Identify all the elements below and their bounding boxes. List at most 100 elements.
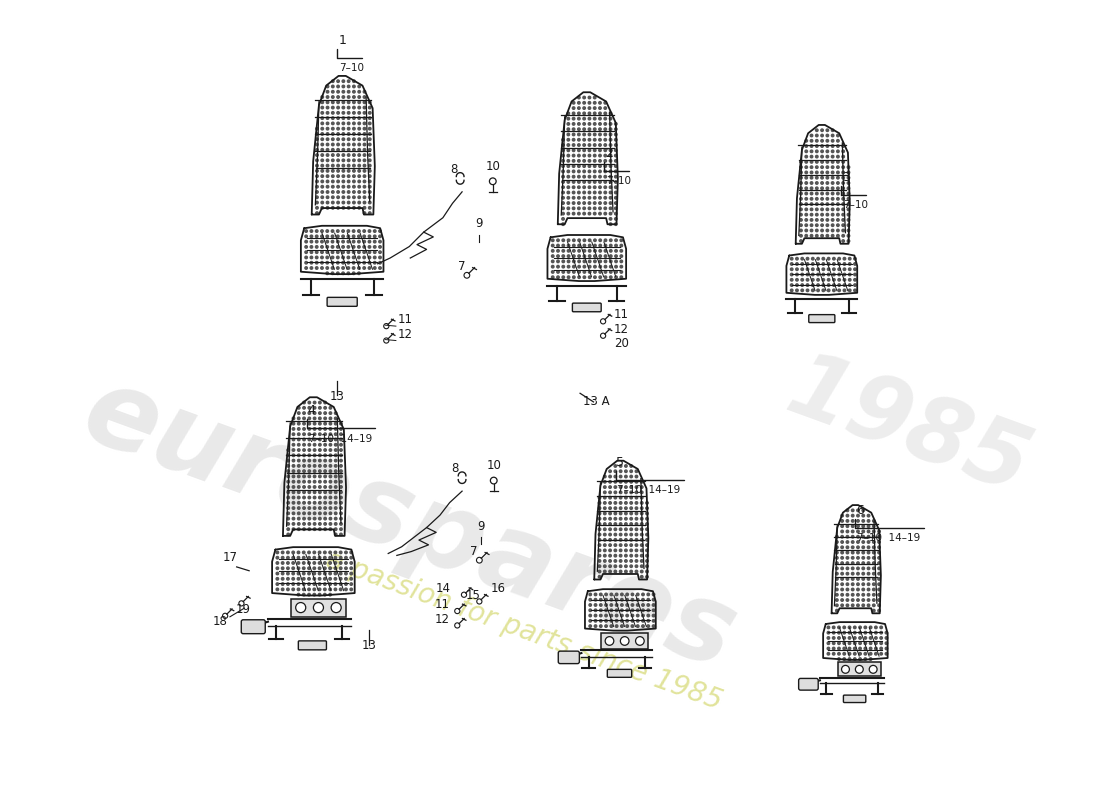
Circle shape [594, 112, 596, 114]
Circle shape [562, 138, 564, 141]
Circle shape [857, 604, 859, 606]
Circle shape [865, 642, 867, 645]
Circle shape [635, 554, 638, 557]
Circle shape [292, 567, 295, 570]
Circle shape [327, 149, 329, 151]
Circle shape [327, 206, 329, 209]
Circle shape [329, 557, 331, 559]
Circle shape [827, 637, 829, 639]
Circle shape [625, 512, 627, 514]
Circle shape [857, 530, 859, 533]
Circle shape [620, 276, 623, 278]
Circle shape [826, 155, 828, 158]
Circle shape [331, 180, 334, 182]
Circle shape [340, 491, 342, 494]
Circle shape [832, 230, 834, 232]
Circle shape [562, 244, 564, 247]
Circle shape [551, 244, 554, 247]
Circle shape [826, 230, 828, 232]
Circle shape [594, 593, 597, 596]
Circle shape [822, 268, 825, 270]
Circle shape [308, 567, 310, 570]
Circle shape [331, 266, 333, 270]
Circle shape [826, 218, 828, 221]
Circle shape [327, 186, 329, 188]
Circle shape [865, 637, 867, 639]
Circle shape [615, 250, 617, 252]
Circle shape [851, 551, 854, 554]
Circle shape [348, 90, 350, 93]
Circle shape [282, 557, 284, 559]
Circle shape [344, 557, 348, 559]
Circle shape [334, 428, 337, 430]
Circle shape [872, 599, 876, 602]
Circle shape [323, 406, 327, 409]
Circle shape [340, 551, 342, 554]
Circle shape [321, 170, 323, 172]
Circle shape [297, 502, 300, 504]
Circle shape [598, 565, 601, 567]
Circle shape [869, 653, 872, 655]
Circle shape [805, 230, 807, 232]
Circle shape [827, 647, 829, 650]
Circle shape [598, 512, 601, 514]
Circle shape [615, 186, 617, 189]
Circle shape [316, 143, 318, 146]
Circle shape [652, 598, 654, 601]
Circle shape [640, 496, 643, 499]
Circle shape [838, 626, 840, 629]
Circle shape [292, 578, 295, 580]
Circle shape [562, 207, 564, 210]
Circle shape [348, 112, 350, 114]
Circle shape [614, 565, 617, 567]
Circle shape [368, 122, 371, 125]
Circle shape [822, 274, 825, 276]
Text: 1985: 1985 [776, 345, 1041, 513]
Text: 11: 11 [614, 309, 628, 322]
Circle shape [319, 486, 321, 488]
Circle shape [827, 631, 829, 634]
Circle shape [368, 112, 371, 114]
Circle shape [630, 491, 632, 494]
Circle shape [384, 323, 389, 329]
Circle shape [604, 475, 606, 478]
Circle shape [594, 270, 596, 273]
Circle shape [363, 159, 365, 162]
Text: 7–10  14–19: 7–10 14–19 [857, 534, 921, 543]
Circle shape [308, 572, 310, 574]
Circle shape [640, 544, 643, 546]
Circle shape [353, 202, 355, 204]
Circle shape [646, 565, 648, 567]
Circle shape [594, 149, 596, 151]
Circle shape [293, 502, 295, 504]
Circle shape [287, 486, 289, 488]
Circle shape [840, 594, 844, 596]
Circle shape [308, 438, 310, 441]
Circle shape [319, 459, 321, 462]
Text: 12: 12 [398, 328, 412, 341]
Circle shape [314, 583, 316, 586]
Circle shape [867, 562, 870, 564]
Circle shape [867, 525, 870, 527]
Circle shape [637, 598, 639, 601]
Circle shape [578, 175, 580, 178]
Circle shape [600, 604, 602, 606]
Circle shape [604, 149, 606, 151]
Circle shape [646, 544, 648, 546]
Circle shape [327, 96, 329, 98]
Circle shape [329, 475, 332, 478]
Circle shape [316, 180, 318, 182]
Circle shape [609, 128, 612, 130]
Circle shape [342, 154, 344, 156]
Circle shape [327, 122, 329, 125]
Circle shape [334, 486, 337, 488]
Circle shape [282, 572, 284, 574]
Circle shape [604, 122, 606, 125]
Circle shape [846, 514, 849, 517]
Circle shape [598, 118, 602, 120]
Circle shape [588, 250, 591, 252]
Circle shape [588, 175, 591, 178]
Circle shape [340, 496, 342, 498]
Circle shape [815, 150, 818, 153]
Circle shape [368, 180, 371, 182]
